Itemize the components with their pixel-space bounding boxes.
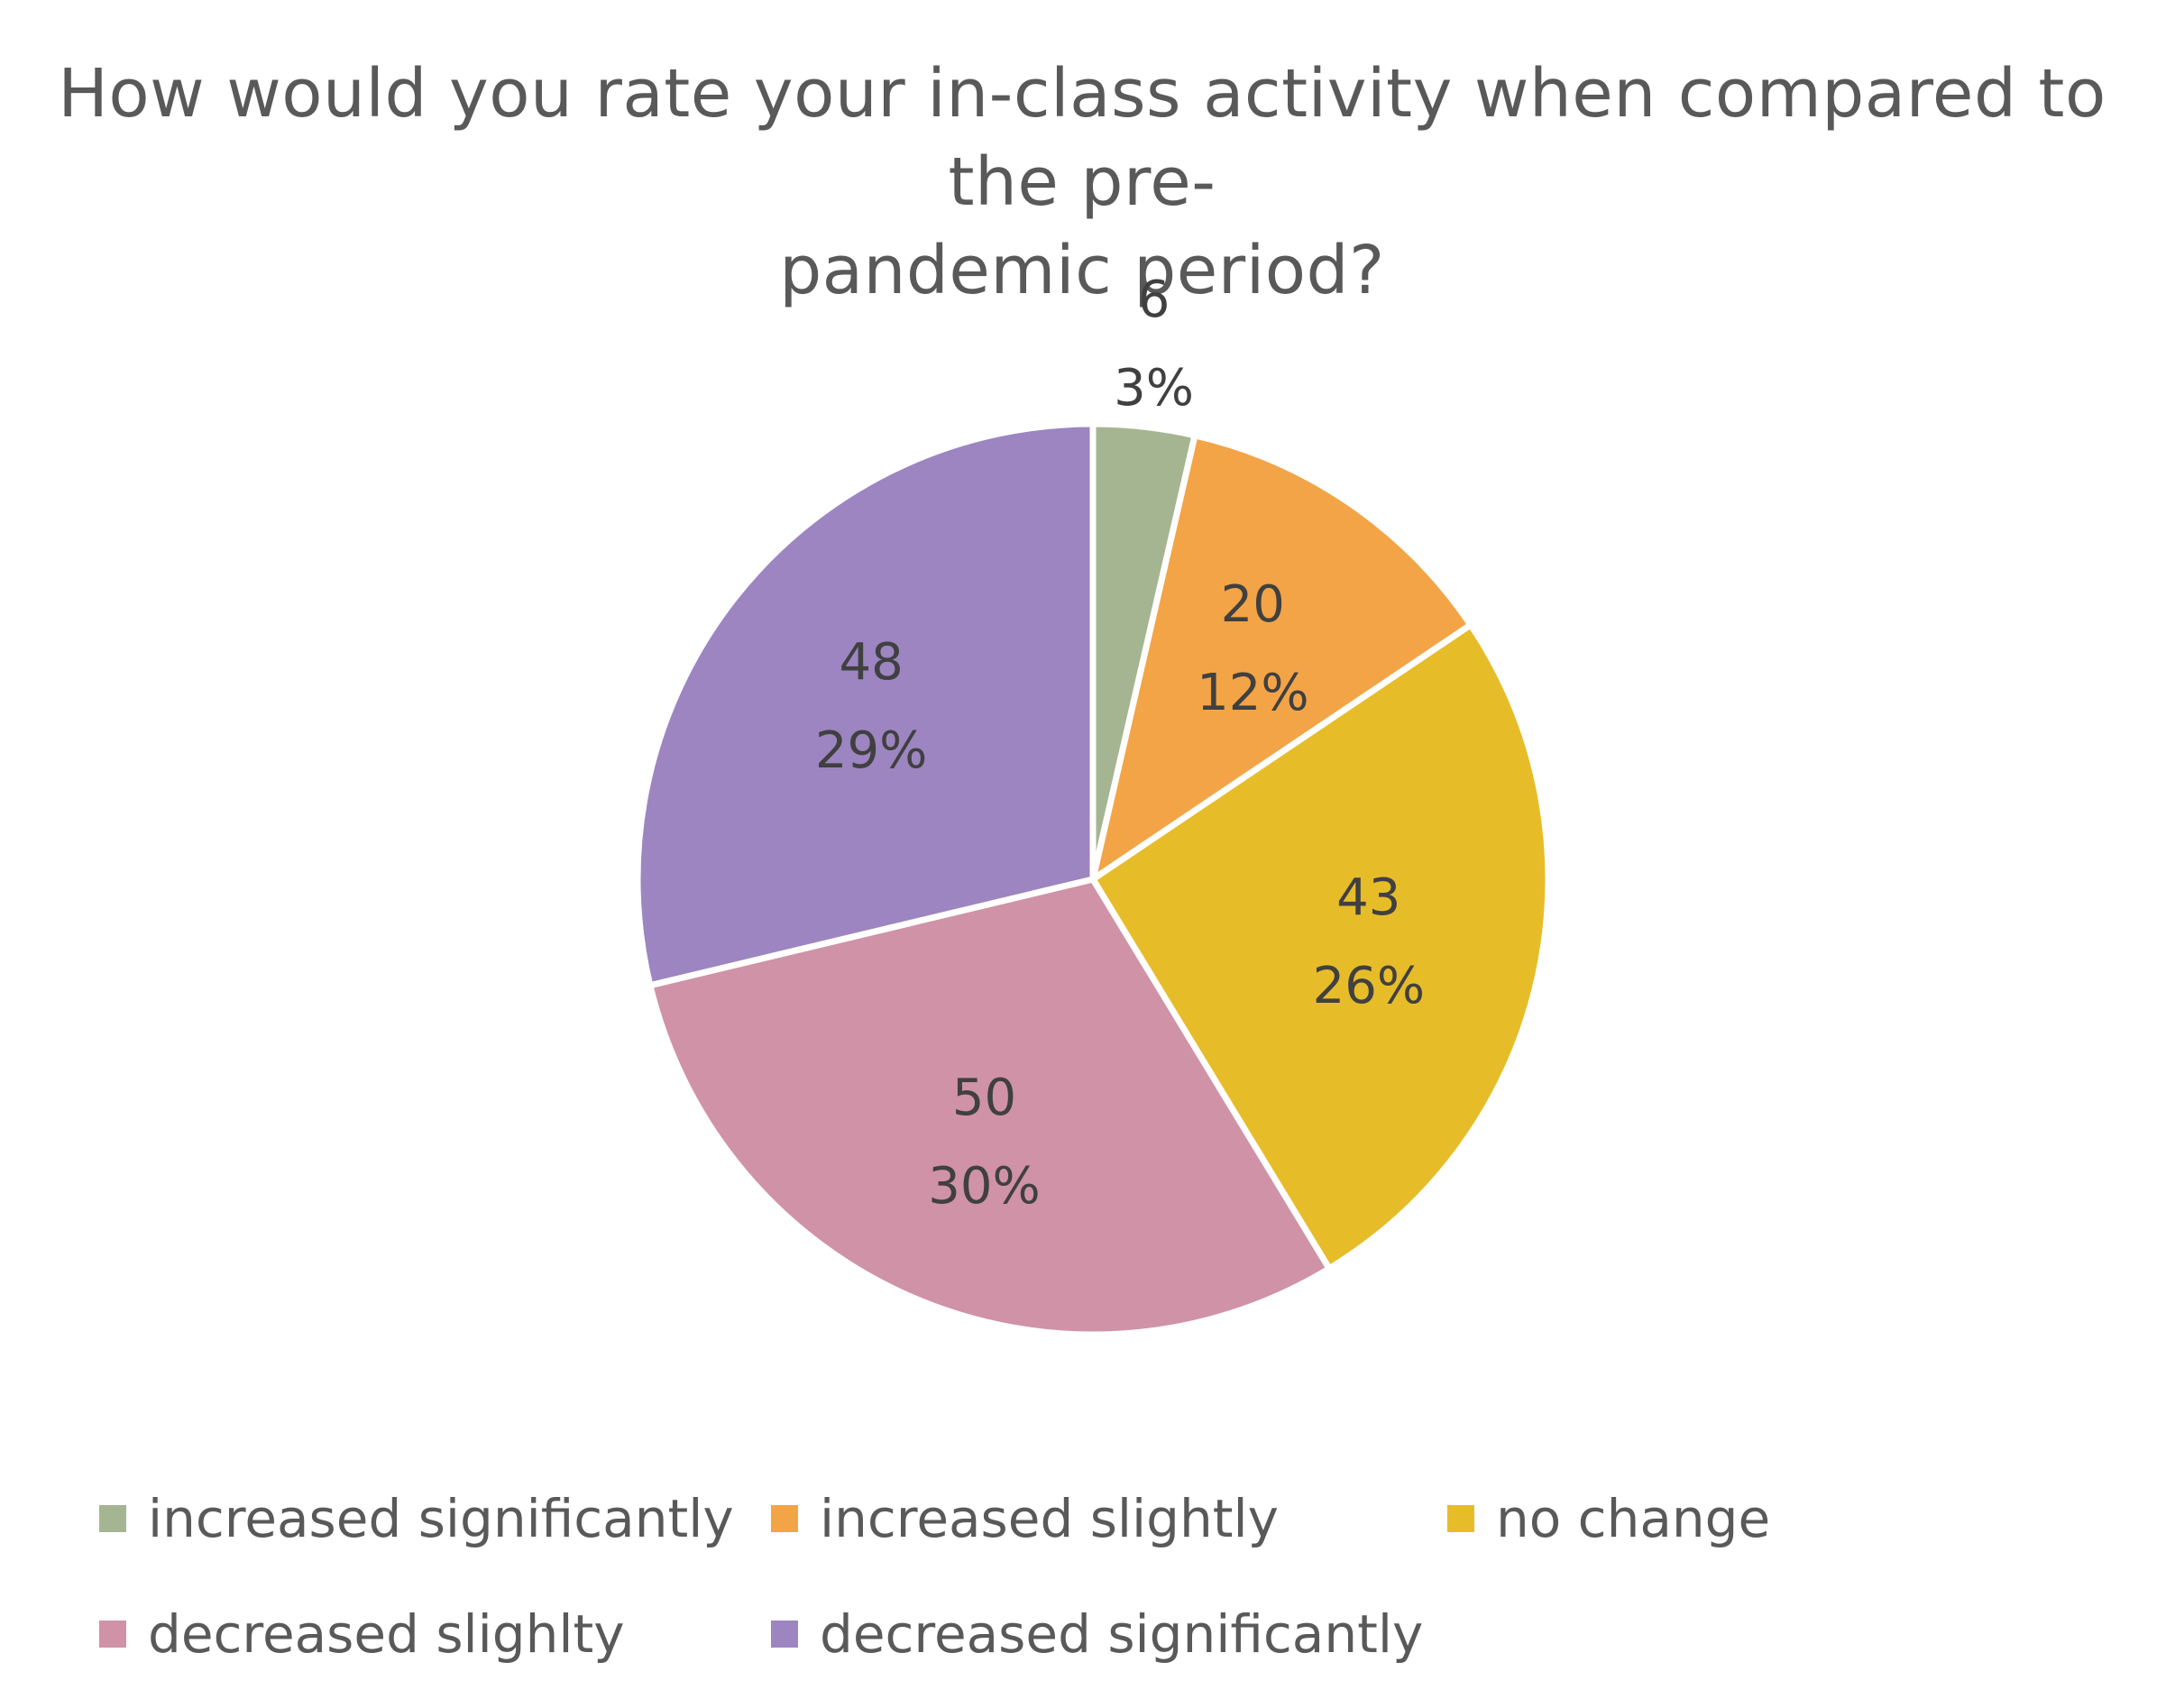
legend-label: decreased significantly bbox=[820, 1603, 1424, 1665]
legend-swatch bbox=[771, 1621, 798, 1648]
legend-item-decreased-significantly: decreased significantly bbox=[771, 1603, 1423, 1665]
pie-slice-decreased-slighlty bbox=[647, 876, 1333, 1338]
legend-item-no-change: no change bbox=[1447, 1488, 1770, 1549]
data-label-no-change: 43 26% bbox=[1313, 868, 1425, 1015]
chart-title-line-2: pandemic period? bbox=[779, 232, 1385, 309]
data-label-value: 50 bbox=[952, 1069, 1016, 1127]
data-label-percent: 3% bbox=[1114, 359, 1194, 418]
legend-swatch bbox=[771, 1505, 798, 1532]
legend-item-increased-slightly: increased slightly bbox=[771, 1488, 1279, 1549]
legend-item-increased-significantly: increased significantly bbox=[99, 1488, 734, 1549]
legend: increased significantly increased slight… bbox=[99, 1488, 2083, 1668]
legend-label: decreased slighlty bbox=[148, 1603, 625, 1665]
pie-slice-decreased-significantly bbox=[634, 420, 1097, 989]
chart-title-line-1: How would you rate your in-class activit… bbox=[58, 55, 2106, 221]
legend-label: no change bbox=[1496, 1488, 1771, 1549]
data-label-percent: 26% bbox=[1313, 957, 1425, 1015]
data-label-percent: 30% bbox=[928, 1157, 1040, 1216]
data-label-value: 48 bbox=[840, 633, 904, 692]
data-label-decreased-slighlty: 50 30% bbox=[928, 1069, 1040, 1216]
data-label-percent: 29% bbox=[815, 721, 927, 780]
pie-slice-no-change bbox=[1089, 621, 1552, 1272]
legend-label: increased slightly bbox=[820, 1488, 1279, 1549]
legend-swatch bbox=[99, 1505, 126, 1532]
legend-swatch bbox=[1447, 1505, 1474, 1532]
data-label-increased-slightly: 20 12% bbox=[1197, 575, 1308, 722]
legend-swatch bbox=[99, 1621, 126, 1648]
data-label-increased-significantly: 6 3% bbox=[1114, 271, 1194, 418]
data-label-value: 43 bbox=[1336, 868, 1400, 927]
data-label-value: 20 bbox=[1221, 575, 1285, 634]
data-label-value: 6 bbox=[1138, 271, 1170, 329]
legend-label: increased significantly bbox=[148, 1488, 734, 1549]
legend-item-decreased-slighlty: decreased slighlty bbox=[99, 1603, 625, 1665]
pie-slice-increased-slightly bbox=[1089, 432, 1474, 883]
data-label-percent: 12% bbox=[1197, 664, 1308, 722]
chart-title: How would you rate your in-class activit… bbox=[36, 50, 2128, 315]
